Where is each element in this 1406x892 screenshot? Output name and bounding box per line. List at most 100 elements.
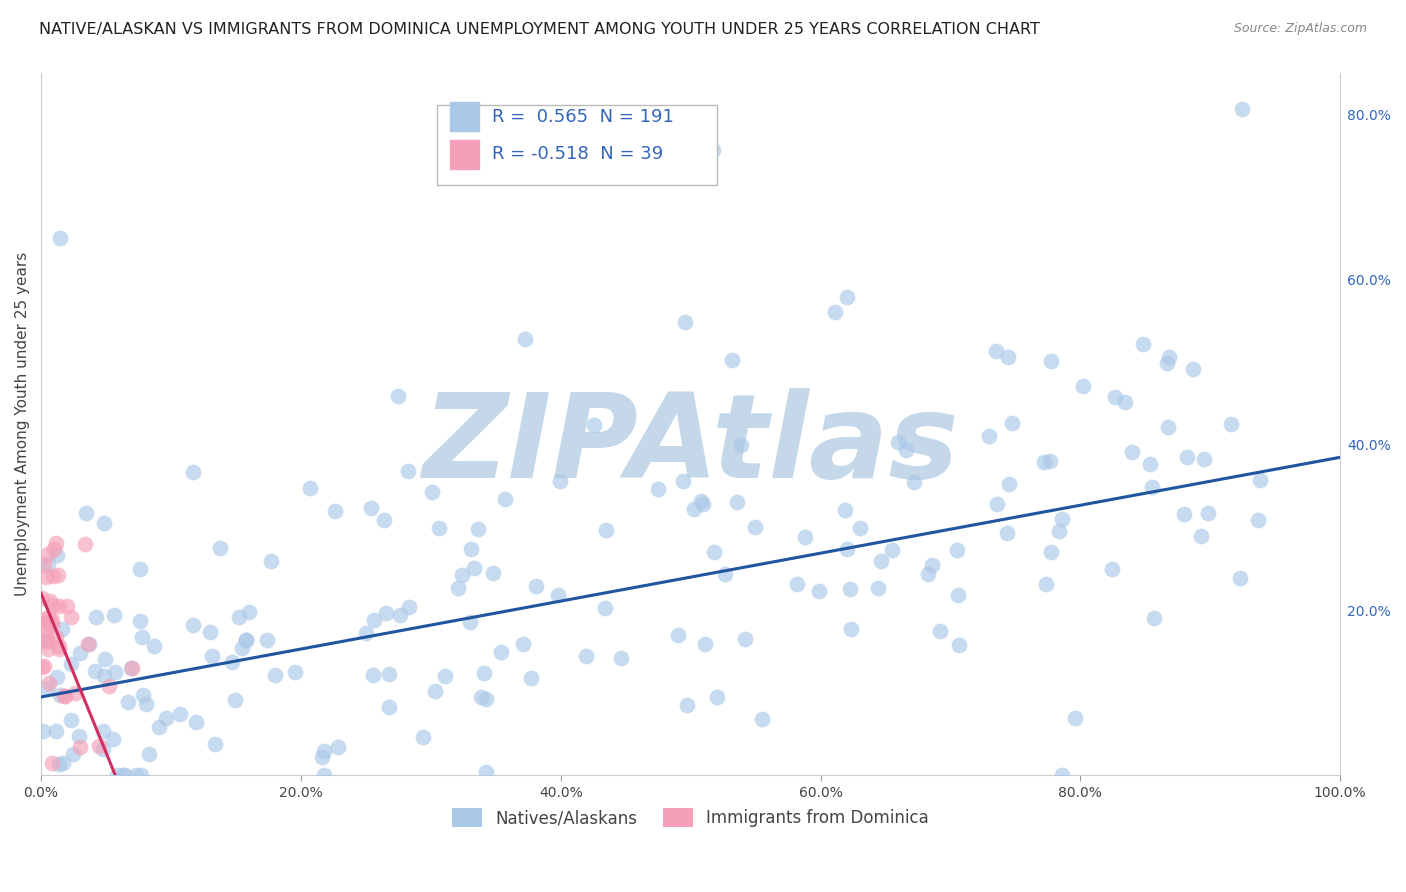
Point bbox=[730, 437, 752, 451]
Point bbox=[63, 686, 86, 700]
Point bbox=[1189, 529, 1212, 543]
Point bbox=[37, 641, 59, 656]
Point bbox=[1064, 711, 1087, 725]
Point bbox=[235, 633, 257, 648]
Text: ZIPAtlas: ZIPAtlas bbox=[422, 388, 959, 503]
Point bbox=[917, 566, 939, 581]
Point bbox=[1104, 390, 1126, 404]
Point bbox=[184, 714, 207, 729]
Point bbox=[398, 599, 420, 614]
Point bbox=[53, 689, 76, 703]
Point bbox=[35, 632, 58, 647]
Point bbox=[482, 566, 505, 580]
Point bbox=[1049, 524, 1071, 539]
Point bbox=[420, 484, 443, 499]
Point bbox=[48, 640, 70, 654]
Point bbox=[32, 659, 55, 673]
Point bbox=[224, 693, 246, 707]
Point bbox=[1052, 512, 1074, 526]
Point bbox=[148, 720, 170, 734]
Point bbox=[451, 568, 474, 582]
Point bbox=[849, 521, 872, 535]
Point bbox=[666, 628, 689, 642]
Point bbox=[1071, 378, 1094, 392]
Point bbox=[673, 315, 696, 329]
Point bbox=[948, 588, 970, 602]
Point bbox=[46, 567, 69, 582]
Point bbox=[689, 494, 711, 508]
Point bbox=[470, 690, 492, 705]
Point bbox=[839, 582, 862, 597]
Legend: Natives/Alaskans, Immigrants from Dominica: Natives/Alaskans, Immigrants from Domini… bbox=[446, 801, 935, 834]
Point bbox=[997, 525, 1019, 540]
Point bbox=[314, 768, 336, 782]
Point bbox=[60, 657, 83, 672]
Point bbox=[67, 729, 90, 743]
Point bbox=[91, 723, 114, 738]
Point bbox=[117, 695, 139, 709]
Point bbox=[1050, 768, 1073, 782]
Point bbox=[427, 521, 450, 535]
Point bbox=[475, 692, 498, 706]
Point bbox=[314, 744, 336, 758]
Point bbox=[62, 747, 84, 761]
Point bbox=[807, 584, 830, 599]
Point bbox=[751, 712, 773, 726]
Point bbox=[984, 344, 1007, 359]
Point bbox=[1156, 356, 1178, 370]
Point bbox=[49, 688, 72, 702]
Text: Source: ZipAtlas.com: Source: ZipAtlas.com bbox=[1233, 22, 1367, 36]
Point bbox=[921, 558, 943, 572]
Point bbox=[228, 610, 250, 624]
Point bbox=[31, 591, 53, 605]
Point bbox=[706, 690, 728, 705]
Point bbox=[48, 756, 70, 771]
Point bbox=[84, 610, 107, 624]
Point bbox=[31, 615, 53, 630]
Point bbox=[204, 737, 226, 751]
Point bbox=[221, 655, 243, 669]
Point bbox=[734, 632, 756, 647]
Point bbox=[328, 739, 350, 754]
Point bbox=[31, 660, 53, 674]
Point bbox=[887, 434, 910, 449]
Point bbox=[363, 613, 385, 627]
Point bbox=[714, 567, 737, 582]
Point bbox=[703, 545, 725, 559]
Point bbox=[38, 676, 60, 690]
Point bbox=[869, 554, 891, 568]
Point bbox=[41, 756, 63, 770]
Point bbox=[32, 724, 55, 739]
Point bbox=[447, 581, 470, 595]
Point bbox=[105, 768, 128, 782]
Point bbox=[201, 649, 224, 664]
Point bbox=[744, 520, 766, 534]
Point bbox=[595, 523, 617, 537]
Point bbox=[1132, 337, 1154, 351]
Point bbox=[1247, 513, 1270, 527]
Point bbox=[979, 429, 1001, 443]
Point bbox=[672, 474, 695, 488]
Point bbox=[702, 143, 724, 157]
Point bbox=[75, 506, 97, 520]
Point bbox=[131, 768, 153, 782]
Point bbox=[1139, 458, 1161, 472]
Point bbox=[104, 665, 127, 679]
Point bbox=[946, 542, 969, 557]
Point bbox=[52, 689, 75, 703]
Point bbox=[48, 641, 70, 656]
Y-axis label: Unemployment Among Youth under 25 years: Unemployment Among Youth under 25 years bbox=[15, 252, 30, 597]
Point bbox=[41, 618, 63, 632]
Point bbox=[93, 652, 115, 666]
Point bbox=[361, 668, 384, 682]
Point bbox=[46, 670, 69, 684]
Point bbox=[235, 632, 257, 647]
Point bbox=[42, 542, 65, 557]
Point bbox=[894, 442, 917, 457]
Point bbox=[142, 639, 165, 653]
Point bbox=[52, 756, 75, 771]
Point bbox=[260, 554, 283, 568]
Point bbox=[1142, 481, 1164, 495]
Point bbox=[725, 495, 748, 509]
Point bbox=[423, 684, 446, 698]
